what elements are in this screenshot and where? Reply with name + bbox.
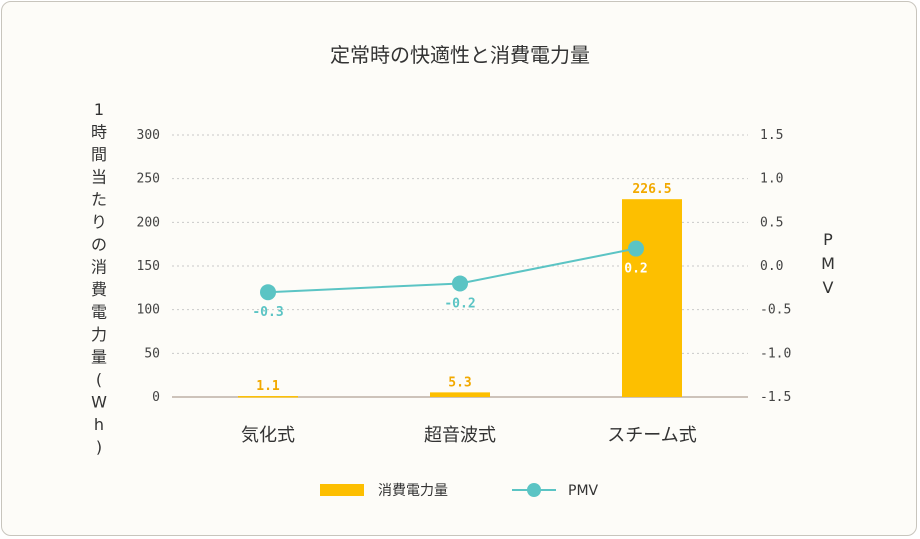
right-tick-label: 0.0 — [760, 259, 783, 274]
right-tick-label: -1.5 — [760, 390, 791, 405]
bar-data-label: 5.3 — [448, 375, 471, 390]
right-tick-label: 1.0 — [760, 172, 783, 187]
right-tick-label: -0.5 — [760, 303, 791, 318]
left-tick-label: 150 — [137, 259, 160, 274]
line-series: -0.3 -0.2 0.2 — [252, 240, 648, 320]
right-tick-labels: -1.5 -1.0 -0.5 0.0 0.5 1.0 1.5 — [760, 128, 791, 405]
bar — [430, 392, 490, 397]
left-tick-label: 300 — [137, 128, 160, 143]
bar — [238, 396, 298, 398]
bar-data-label: 1.1 — [256, 379, 280, 394]
pmv-point — [452, 275, 468, 292]
pmv-point — [260, 284, 276, 301]
bar-series: 1.1 5.3 226.5 — [238, 182, 682, 398]
category-labels: 気化式 超音波式 スチーム式 — [241, 425, 697, 446]
bar-data-label: 226.5 — [632, 182, 671, 197]
left-tick-label: 50 — [144, 346, 160, 361]
legend-label: 消費電力量 — [378, 483, 448, 499]
left-tick-label: 250 — [137, 172, 160, 187]
category-label: 超音波式 — [424, 425, 496, 446]
left-tick-label: 100 — [137, 303, 160, 318]
category-label: スチーム式 — [607, 425, 696, 446]
pmv-line — [267, 247, 637, 294]
left-tick-label: 200 — [137, 215, 160, 230]
left-tick-labels: 0 50 100 150 200 250 300 — [137, 128, 160, 405]
bar — [622, 199, 682, 397]
legend-swatch-bar — [320, 484, 364, 496]
legend-swatch-marker — [527, 483, 541, 497]
pmv-point — [628, 240, 644, 257]
right-tick-label: -1.0 — [760, 346, 791, 361]
category-label: 気化式 — [241, 425, 295, 446]
left-tick-label: 0 — [152, 390, 160, 405]
right-tick-label: 0.5 — [760, 215, 783, 230]
right-tick-label: 1.5 — [760, 128, 783, 143]
legend: 消費電力量 PMV — [320, 483, 599, 499]
chart-title: 定常時の快適性と消費電力量 — [330, 43, 590, 67]
pmv-data-label: -0.3 — [252, 305, 283, 320]
legend-label: PMV — [568, 483, 599, 499]
pmv-data-label: -0.2 — [444, 296, 475, 311]
pmv-data-label: 0.2 — [624, 262, 647, 277]
